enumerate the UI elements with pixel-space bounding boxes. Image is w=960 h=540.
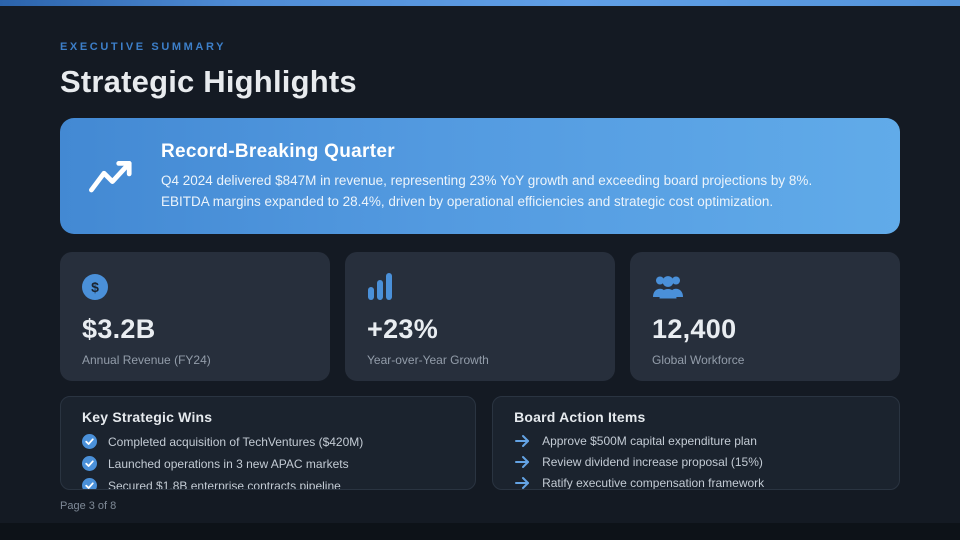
board-action-items-panel: Board Action Items Approve $500M capital… bbox=[492, 396, 900, 490]
banner-text: Record-Breaking Quarter Q4 2024 delivere… bbox=[161, 141, 900, 212]
dollar-glyph: $ bbox=[91, 279, 99, 295]
stat-value: +23% bbox=[367, 314, 439, 344]
list-item: Review dividend increase proposal (15%) bbox=[514, 455, 879, 469]
section-eyebrow: EXECUTIVE SUMMARY bbox=[60, 41, 227, 53]
stat-card-growth: +23% Year-over-Year Growth bbox=[345, 252, 615, 381]
page-title: Strategic Highlights bbox=[60, 64, 357, 99]
list-item: Ratify executive compensation framework bbox=[514, 476, 879, 490]
actions-list: Approve $500M capital expenditure plan R… bbox=[514, 434, 879, 490]
bottom-panels: Key Strategic Wins Completed acquisition… bbox=[60, 396, 900, 490]
list-item-text: Completed acquisition of TechVentures ($… bbox=[108, 434, 364, 449]
stat-card-row: $ $3.2B Annual Revenue (FY24) +23% Year-… bbox=[60, 252, 900, 381]
slide: EXECUTIVE SUMMARY Strategic Highlights R… bbox=[0, 0, 960, 523]
slide-content: EXECUTIVE SUMMARY Strategic Highlights R… bbox=[0, 41, 960, 490]
stat-value: $3.2B bbox=[82, 314, 156, 344]
arrow-right-icon bbox=[514, 434, 531, 448]
list-item: Approve $500M capital expenditure plan bbox=[514, 434, 879, 448]
banner-body-line-2: EBITDA margins expanded to 28.4%, driven… bbox=[161, 193, 774, 209]
key-strategic-wins-panel: Key Strategic Wins Completed acquisition… bbox=[60, 396, 477, 490]
list-item-text: Approve $500M capital expenditure plan bbox=[542, 434, 757, 448]
check-circle-icon bbox=[82, 434, 97, 449]
list-item-text: Launched operations in 3 new APAC market… bbox=[108, 456, 349, 471]
highlight-banner: Record-Breaking Quarter Q4 2024 delivere… bbox=[60, 118, 900, 234]
page-indicator: Page 3 of 8 bbox=[60, 500, 117, 512]
wins-list: Completed acquisition of TechVentures ($… bbox=[82, 434, 455, 490]
stat-label: Year-over-Year Growth bbox=[367, 353, 489, 367]
stat-value: 12,400 bbox=[652, 314, 737, 344]
stat-label: Global Workforce bbox=[652, 353, 745, 367]
arrow-right-icon bbox=[514, 476, 531, 489]
list-item-text: Review dividend increase proposal (15%) bbox=[542, 455, 763, 469]
dollar-icon: $ bbox=[82, 273, 308, 300]
trending-up-icon bbox=[60, 155, 161, 197]
panel-title: Board Action Items bbox=[514, 409, 646, 425]
stat-card-revenue: $ $3.2B Annual Revenue (FY24) bbox=[60, 252, 330, 381]
check-circle-icon bbox=[82, 456, 97, 471]
list-item: Secured $1.8B enterprise contracts pipel… bbox=[82, 478, 455, 490]
list-item: Completed acquisition of TechVentures ($… bbox=[82, 434, 455, 449]
list-item: Launched operations in 3 new APAC market… bbox=[82, 456, 455, 471]
panel-title: Key Strategic Wins bbox=[82, 409, 213, 425]
list-item-text: Secured $1.8B enterprise contracts pipel… bbox=[108, 478, 341, 490]
banner-body: Q4 2024 delivered $847M in revenue, repr… bbox=[161, 170, 830, 212]
banner-body-line-1: Q4 2024 delivered $847M in revenue, repr… bbox=[161, 172, 813, 188]
check-circle-icon bbox=[82, 478, 97, 489]
stat-card-workforce: 12,400 Global Workforce bbox=[630, 252, 900, 381]
users-icon bbox=[652, 273, 878, 300]
banner-title: Record-Breaking Quarter bbox=[161, 140, 395, 162]
list-item-text: Ratify executive compensation framework bbox=[542, 476, 765, 490]
top-accent-bar bbox=[0, 0, 960, 6]
arrow-right-icon bbox=[514, 455, 531, 469]
stat-label: Annual Revenue (FY24) bbox=[82, 353, 211, 367]
bar-chart-icon bbox=[367, 273, 593, 300]
